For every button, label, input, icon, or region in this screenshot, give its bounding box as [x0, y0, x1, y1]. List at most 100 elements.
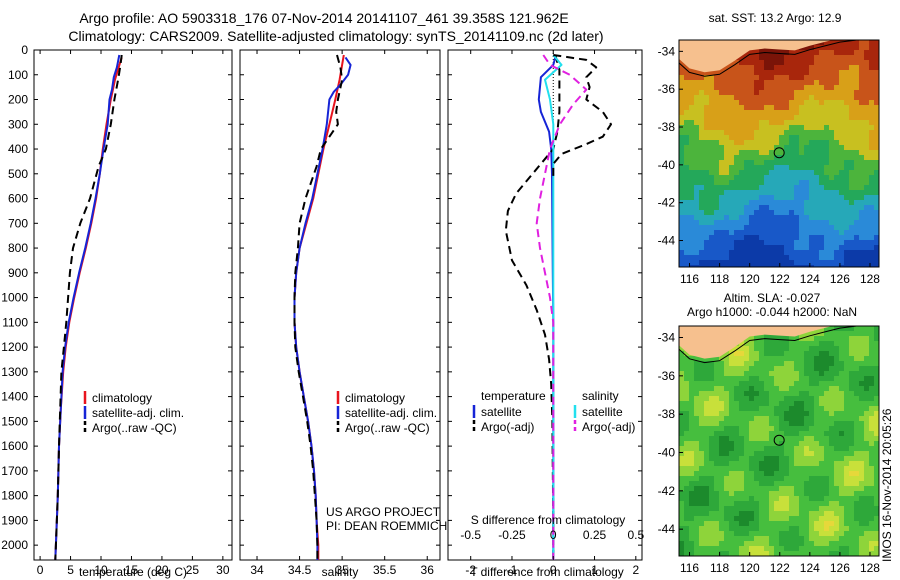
map-cell [874, 65, 879, 71]
map-cell [789, 230, 795, 236]
map-cell [694, 361, 700, 367]
map-cell [834, 75, 840, 81]
map-cell [774, 245, 780, 251]
map-cell [804, 170, 810, 176]
map-cell [734, 255, 740, 261]
map-cell [679, 180, 685, 186]
map-cell [839, 60, 845, 66]
map-cell [699, 110, 705, 116]
map-cell [819, 341, 825, 347]
map-cell [734, 501, 740, 507]
map-cell [779, 366, 785, 372]
map-cell [684, 551, 690, 556]
map-cell [689, 265, 695, 267]
map-cell [794, 215, 800, 221]
map-cell [824, 481, 830, 487]
map-lat-tick-label: -38 [658, 120, 676, 134]
map-cell [799, 371, 805, 377]
map-cell [719, 260, 725, 266]
map-cell [824, 230, 830, 236]
map-cell [824, 326, 830, 332]
map-cell [819, 230, 825, 236]
map-cell [809, 230, 815, 236]
map-cell [859, 511, 865, 517]
map-cell [874, 240, 879, 246]
map-cell [694, 170, 700, 176]
map-cell [734, 346, 740, 352]
map-cell [729, 401, 735, 407]
map-cell [749, 55, 755, 61]
map-cell [804, 341, 810, 347]
map-cell [814, 516, 820, 522]
map-cell [719, 85, 725, 91]
map-cell [734, 386, 740, 392]
map-cell [699, 80, 705, 86]
map-cell [874, 165, 879, 171]
map-cell [794, 416, 800, 422]
map-cell [769, 436, 775, 442]
map-cell [794, 401, 800, 407]
map-cell [819, 411, 825, 417]
map-cell [744, 496, 750, 502]
map-cell [839, 411, 845, 417]
map-cell [824, 371, 830, 377]
map-cell [704, 100, 710, 106]
map-cell [784, 516, 790, 522]
map-cell [699, 491, 705, 497]
map-cell [684, 145, 690, 151]
map-cell [704, 225, 710, 231]
map-cell [714, 406, 720, 412]
map-cell [784, 120, 790, 126]
map-cell [864, 441, 870, 447]
map-cell [789, 486, 795, 492]
map-cell [764, 250, 770, 256]
map-cell [694, 426, 700, 432]
map-cell [859, 40, 865, 46]
map-cell [874, 155, 879, 161]
map-cell [754, 416, 760, 422]
map-cell [769, 60, 775, 66]
map-cell [739, 185, 745, 191]
map-cell [804, 511, 810, 517]
map-cell [824, 260, 830, 266]
map-cell [844, 416, 850, 422]
map-cell [739, 361, 745, 367]
map-cell [734, 170, 740, 176]
map-cell [739, 406, 745, 412]
map-cell [779, 376, 785, 382]
map-cell [824, 351, 830, 357]
map-cell [744, 175, 750, 181]
map-cell [794, 75, 800, 81]
map-cell [819, 461, 825, 467]
map-cell [774, 155, 780, 161]
map-cell [714, 190, 720, 196]
map-cell [819, 165, 825, 171]
map-cell [744, 145, 750, 151]
map-cell [854, 65, 860, 71]
difference-panel-frame [447, 49, 643, 561]
map-cell [709, 150, 715, 156]
map-cell [844, 45, 850, 51]
map-cell [819, 180, 825, 186]
map-cell [844, 401, 850, 407]
map-cell [789, 195, 795, 201]
map-cell [714, 376, 720, 382]
map-cell [874, 115, 879, 121]
map-cell [769, 451, 775, 457]
map-cell [709, 75, 715, 81]
map-cell [784, 210, 790, 216]
map-cell [824, 536, 830, 542]
map-cell [809, 491, 815, 497]
map-cell [704, 165, 710, 171]
map-cell [849, 371, 855, 377]
map-cell [794, 491, 800, 497]
map-cell [829, 65, 835, 71]
map-cell [779, 371, 785, 377]
map-cell [794, 461, 800, 467]
map-cell [814, 105, 820, 111]
map-cell [859, 255, 865, 261]
map-cell [759, 546, 765, 552]
map-cell [679, 230, 685, 236]
map-cell [684, 105, 690, 111]
map-cell [789, 95, 795, 101]
